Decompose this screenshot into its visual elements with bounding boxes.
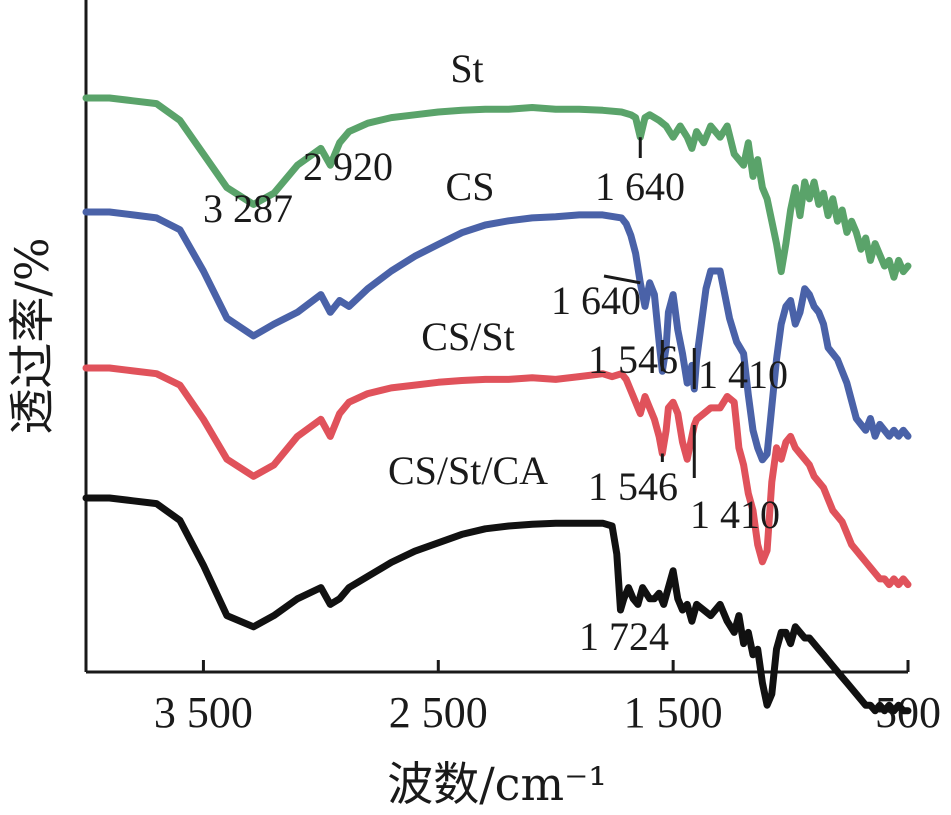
peak-leader-lines xyxy=(603,137,696,612)
y-axis-title: 透过率/% xyxy=(5,237,59,434)
peak-label: 3 287 xyxy=(203,186,293,231)
peak-label: 1 410 xyxy=(690,492,780,537)
series-line-0 xyxy=(82,94,912,281)
peak-label: 1 546 xyxy=(588,464,678,509)
peak-label: 2 920 xyxy=(303,144,393,189)
peak-label: 1 724 xyxy=(579,614,669,659)
peak-label: 1 640 xyxy=(595,164,685,209)
peak-label: 1 410 xyxy=(698,352,788,397)
series-label: CS xyxy=(446,164,495,209)
peak-label: 1 640 xyxy=(551,278,641,323)
series-label: St xyxy=(450,46,483,91)
series-line-2 xyxy=(82,364,912,589)
peak-label: 1 546 xyxy=(588,337,678,382)
series-label: CS/St xyxy=(421,314,514,359)
series-group xyxy=(82,94,912,715)
x-tick-label: 1 500 xyxy=(624,688,723,737)
peak-leader-line xyxy=(603,274,641,285)
series-line-3 xyxy=(82,494,912,715)
series-label: CS/St/CA xyxy=(388,448,548,493)
x-tick-label: 2 500 xyxy=(389,688,488,737)
x-tick-label: 3 500 xyxy=(154,688,253,737)
x-axis-title: 波数/cm⁻¹ xyxy=(387,757,607,811)
